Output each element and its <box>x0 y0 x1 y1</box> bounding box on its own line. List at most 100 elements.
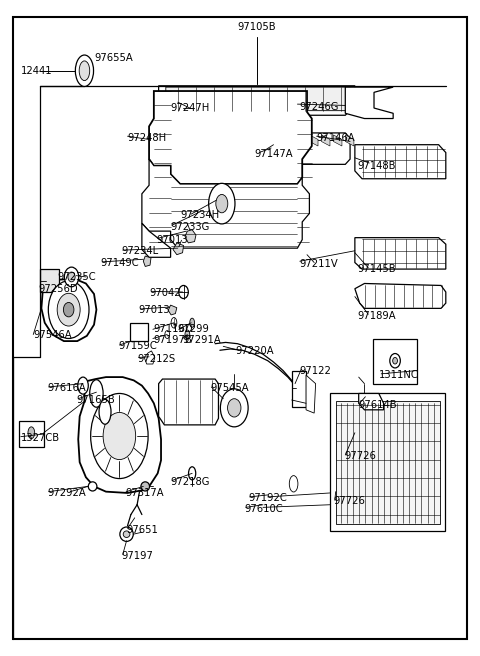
Text: 97317A: 97317A <box>125 488 164 498</box>
Text: 97726: 97726 <box>344 451 376 461</box>
Bar <box>130 323 148 341</box>
Polygon shape <box>142 159 310 248</box>
Text: 97189A: 97189A <box>357 310 396 321</box>
Text: 97234L: 97234L <box>121 247 158 256</box>
Polygon shape <box>166 87 350 111</box>
Text: 97610C: 97610C <box>245 504 283 514</box>
Polygon shape <box>41 279 96 341</box>
Text: 97299: 97299 <box>178 324 210 335</box>
Text: 97042: 97042 <box>149 287 180 298</box>
Text: 97248H: 97248H <box>128 133 167 143</box>
Ellipse shape <box>79 61 90 81</box>
Polygon shape <box>149 91 312 184</box>
Polygon shape <box>266 133 350 165</box>
Ellipse shape <box>48 281 89 338</box>
Polygon shape <box>298 135 306 146</box>
Text: 97247H: 97247H <box>170 103 210 113</box>
Polygon shape <box>142 223 170 257</box>
Ellipse shape <box>64 267 79 287</box>
Polygon shape <box>286 135 294 146</box>
Text: 97726: 97726 <box>333 497 365 506</box>
Text: 97146A: 97146A <box>317 133 355 143</box>
Polygon shape <box>355 237 446 269</box>
Ellipse shape <box>57 293 80 326</box>
Text: 97292A: 97292A <box>48 488 86 498</box>
Text: 97013: 97013 <box>139 305 170 316</box>
Text: 97546A: 97546A <box>33 329 72 340</box>
Ellipse shape <box>189 467 196 480</box>
Text: 97116D: 97116D <box>153 324 192 335</box>
Ellipse shape <box>141 482 150 491</box>
Ellipse shape <box>390 354 400 368</box>
Text: 97159C: 97159C <box>118 341 156 352</box>
Ellipse shape <box>88 482 97 491</box>
Polygon shape <box>173 243 183 255</box>
Ellipse shape <box>179 285 188 298</box>
Text: 97122: 97122 <box>300 365 332 375</box>
Ellipse shape <box>393 358 397 364</box>
Text: 97246G: 97246G <box>300 102 339 112</box>
Polygon shape <box>168 305 177 315</box>
Polygon shape <box>345 135 354 146</box>
Text: 97197B: 97197B <box>153 335 192 345</box>
Polygon shape <box>322 135 330 146</box>
Text: 97192C: 97192C <box>249 493 288 503</box>
Polygon shape <box>158 86 355 115</box>
Text: 97212S: 97212S <box>137 354 175 364</box>
Text: 97105B: 97105B <box>238 22 276 32</box>
Polygon shape <box>306 375 316 413</box>
Text: 97013: 97013 <box>156 235 188 245</box>
Text: 97545A: 97545A <box>210 383 249 393</box>
Ellipse shape <box>63 302 74 317</box>
Ellipse shape <box>103 413 136 460</box>
Polygon shape <box>158 379 218 425</box>
Polygon shape <box>355 145 446 178</box>
Text: 97165B: 97165B <box>76 395 115 405</box>
Polygon shape <box>185 230 196 243</box>
Text: 97148B: 97148B <box>357 161 396 171</box>
Text: 97291A: 97291A <box>182 335 221 345</box>
Text: 97211V: 97211V <box>300 259 338 269</box>
Bar <box>373 339 417 384</box>
Bar <box>40 269 59 292</box>
Polygon shape <box>345 87 393 119</box>
Text: 97233G: 97233G <box>170 222 210 232</box>
Text: 97234H: 97234H <box>180 211 219 220</box>
Ellipse shape <box>120 527 133 541</box>
Polygon shape <box>359 394 384 410</box>
Ellipse shape <box>78 377 88 394</box>
Text: 97655A: 97655A <box>94 53 133 63</box>
Polygon shape <box>355 283 446 308</box>
Polygon shape <box>144 256 151 266</box>
Polygon shape <box>144 351 155 364</box>
Ellipse shape <box>90 380 103 407</box>
Text: 1311NC: 1311NC <box>379 370 419 380</box>
Ellipse shape <box>185 330 190 339</box>
Text: 97197: 97197 <box>121 551 153 561</box>
Ellipse shape <box>165 331 169 338</box>
Text: 97614B: 97614B <box>359 400 397 409</box>
Ellipse shape <box>216 194 228 213</box>
Text: 97651: 97651 <box>126 525 158 535</box>
Text: 97220A: 97220A <box>235 346 274 356</box>
Text: 97149C: 97149C <box>100 258 139 268</box>
Ellipse shape <box>75 55 94 87</box>
Ellipse shape <box>190 318 194 327</box>
Text: 1327CB: 1327CB <box>21 433 60 443</box>
Ellipse shape <box>220 389 248 427</box>
Text: 97235C: 97235C <box>57 272 96 282</box>
Polygon shape <box>333 135 342 146</box>
Polygon shape <box>274 135 282 146</box>
Ellipse shape <box>123 531 130 537</box>
Text: 97616A: 97616A <box>48 383 86 393</box>
Bar <box>330 394 445 531</box>
Ellipse shape <box>228 399 241 417</box>
Ellipse shape <box>289 476 298 492</box>
Text: 12441: 12441 <box>21 66 52 75</box>
Text: 97256D: 97256D <box>38 284 78 294</box>
Text: 97218G: 97218G <box>170 477 210 487</box>
Bar <box>19 421 44 447</box>
Polygon shape <box>310 135 318 146</box>
Ellipse shape <box>209 183 235 224</box>
Ellipse shape <box>68 272 75 282</box>
